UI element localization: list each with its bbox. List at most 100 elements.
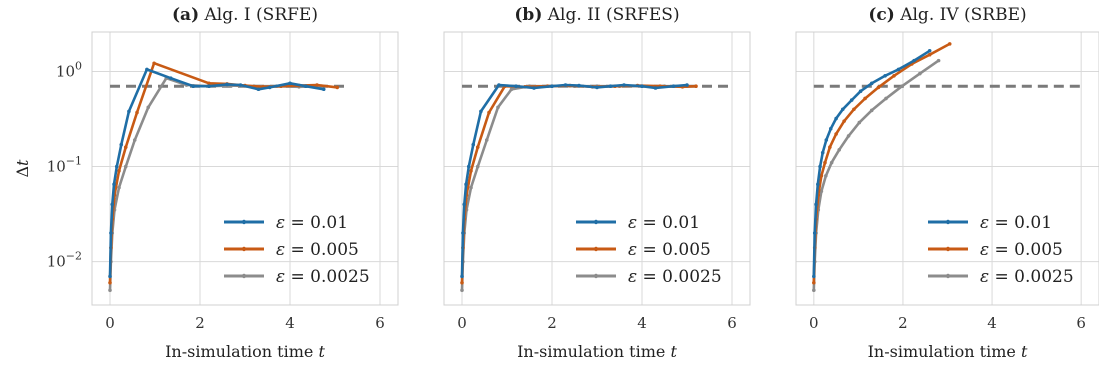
data-point: [857, 120, 862, 125]
data-point: [114, 164, 119, 169]
data-point: [577, 83, 581, 88]
data-point: [117, 185, 121, 190]
data-point: [818, 164, 822, 169]
x-axis-label: In-simulation time t: [165, 342, 325, 361]
x-axis-label: In-simulation time t: [517, 342, 677, 361]
chart-title: (b) Alg. II (SRFES): [514, 5, 679, 25]
data-point: [869, 108, 874, 113]
x-axis-label: In-simulation time t: [868, 342, 1028, 361]
data-point: [303, 84, 308, 88]
plot-area: [91, 31, 399, 306]
data-point: [288, 81, 292, 86]
x-tick-label: 2: [195, 314, 205, 332]
data-point: [685, 83, 689, 87]
chart-panel-1: 0 2 4 6 10−2 10−1 100 (a) Alg. I (SRFE) In-simul…: [13, 5, 399, 361]
legend-marker: [945, 246, 951, 252]
data-point: [532, 86, 536, 90]
data-point: [812, 274, 816, 279]
series-line: [812, 59, 940, 291]
data-point: [846, 134, 851, 138]
data-point: [842, 119, 846, 123]
legend-label: ε = 0.0025: [980, 267, 1074, 287]
data-point: [496, 105, 500, 110]
data-point: [550, 84, 554, 88]
data-point: [127, 109, 131, 114]
x-tick-label: 2: [898, 314, 908, 332]
chart-panel-3: 0 2 4 6 (c) Alg. IV (SRBE) In-simulation time…: [795, 5, 1099, 361]
data-point: [315, 83, 319, 87]
data-point: [108, 288, 112, 293]
data-point: [849, 98, 854, 102]
data-point: [132, 138, 137, 142]
data-point: [694, 84, 698, 88]
data-point: [823, 160, 827, 165]
data-point: [475, 164, 480, 169]
data-point: [168, 76, 173, 80]
data-point: [858, 89, 863, 94]
data-point: [475, 145, 480, 149]
legend-label: ε = 0.005: [628, 240, 711, 260]
legend-label: ε = 0.005: [276, 240, 359, 260]
data-point: [460, 288, 464, 293]
legend-marker: [593, 219, 599, 225]
data-point: [819, 173, 824, 178]
data-point: [135, 110, 139, 115]
legend-marker: [593, 273, 599, 279]
data-point: [514, 84, 518, 88]
data-point: [814, 202, 818, 207]
data-point: [812, 288, 816, 293]
data-point: [460, 280, 464, 285]
legend-marker: [945, 273, 951, 279]
data-point: [595, 85, 599, 90]
data-point: [816, 182, 820, 187]
data-point: [936, 58, 941, 63]
data-point: [912, 58, 916, 63]
data-point: [640, 84, 644, 88]
x-tick-label: 4: [285, 314, 295, 332]
chart-title: (a) Alg. I (SRFE): [172, 5, 318, 25]
data-point: [824, 138, 829, 142]
legend-label: ε = 0.01: [628, 213, 700, 233]
series-line: [460, 83, 688, 277]
data-point: [123, 164, 128, 169]
series-group: [108, 61, 340, 293]
series-line: [108, 68, 325, 277]
data-point: [109, 231, 113, 235]
data-point: [819, 189, 824, 194]
data-point: [108, 280, 112, 285]
data-point: [608, 84, 613, 88]
data-point: [869, 81, 874, 86]
x-tick-label: 6: [375, 314, 385, 332]
data-point: [471, 142, 476, 147]
series-group: [460, 83, 698, 293]
data-point: [461, 231, 465, 235]
data-point: [509, 87, 514, 92]
data-point: [460, 274, 464, 279]
data-point: [207, 81, 211, 86]
data-point: [335, 85, 340, 90]
data-point: [837, 148, 842, 152]
data-point: [479, 109, 483, 114]
legend-label: ε = 0.0025: [276, 267, 370, 287]
data-point: [267, 85, 272, 90]
y-axis-label: Δt: [13, 159, 32, 178]
y-tick-label: 100: [56, 59, 82, 80]
data-point: [225, 82, 229, 87]
data-point: [653, 86, 658, 90]
data-point: [824, 173, 828, 178]
data-point: [863, 96, 867, 101]
plot-area: [795, 31, 1099, 306]
legend-marker: [945, 219, 951, 225]
data-point: [852, 107, 856, 112]
data-point: [152, 61, 156, 66]
x-tick-label: 6: [1076, 314, 1086, 332]
x-tick-label: 0: [809, 314, 819, 332]
data-point: [469, 169, 473, 173]
data-point: [927, 48, 932, 53]
data-point: [671, 84, 676, 88]
data-point: [828, 126, 833, 131]
data-point: [146, 105, 151, 110]
y-tick-label: 10−2: [47, 250, 82, 271]
legend-marker: [241, 273, 247, 279]
